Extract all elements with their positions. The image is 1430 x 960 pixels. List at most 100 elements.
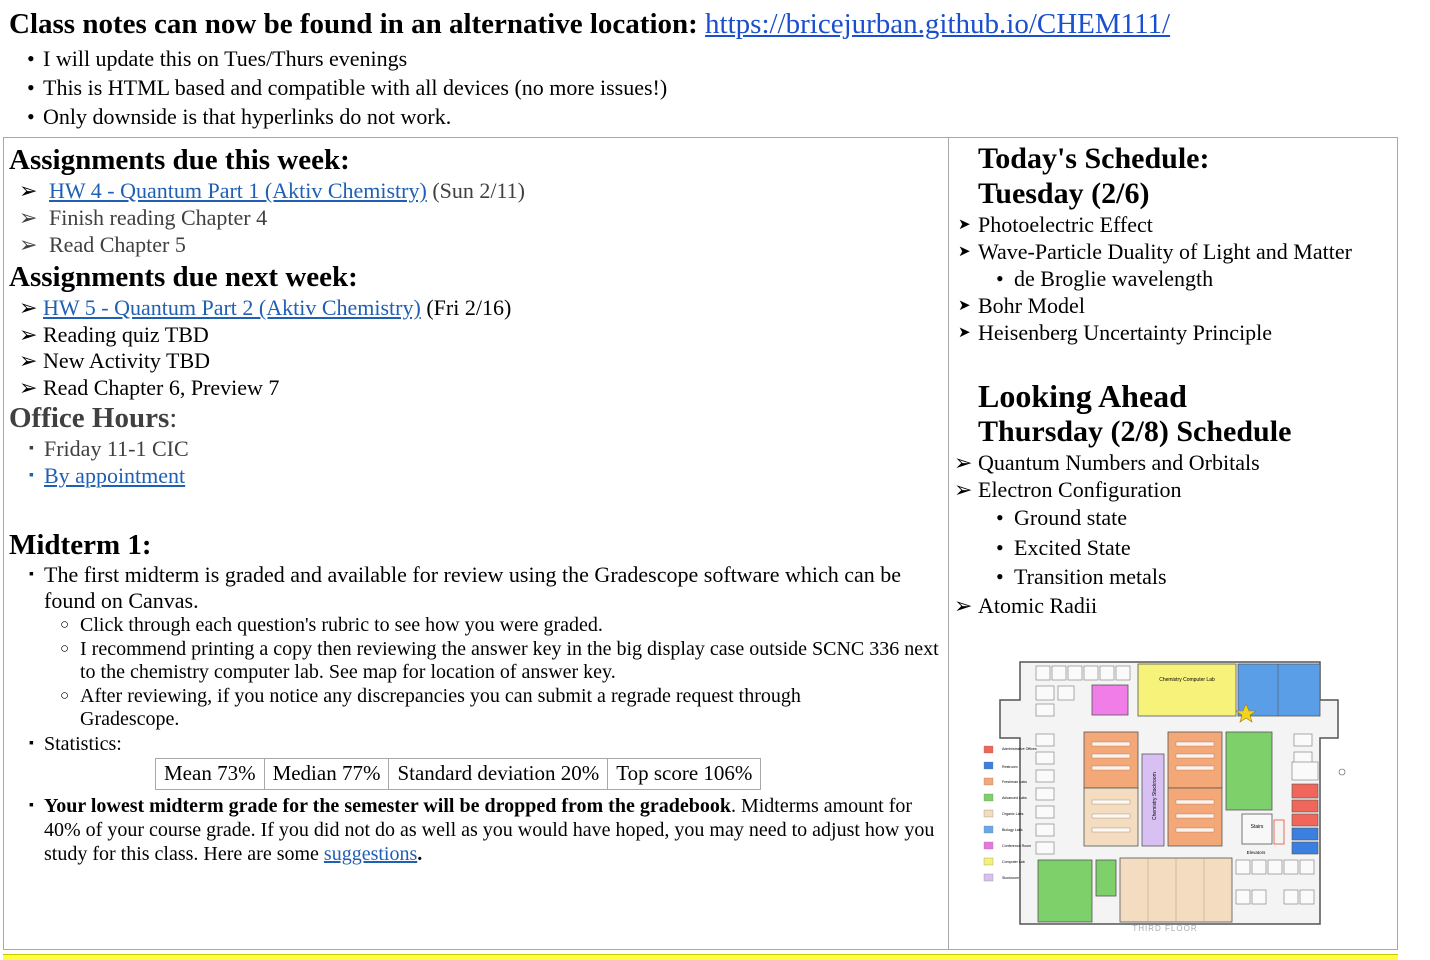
list-item: ➤ Heisenberg Uncertainty Principle (954, 319, 1394, 346)
list-item: ➢ Finish reading Chapter 4 (9, 204, 944, 231)
stockroom (1141, 753, 1165, 847)
arrow-icon: ➢ (954, 477, 973, 502)
arrow-icon: ➤ (958, 298, 971, 314)
item-text: Ground state (1014, 505, 1128, 530)
next-week-heading: Assignments due next week: (9, 261, 358, 293)
list-item: ▪ By appointment (9, 462, 944, 489)
due-date: (Fri 2/16) (426, 295, 512, 320)
legend-label: Stockroom (1002, 876, 1019, 880)
map-legend: Administrative Offices Restroom Freshman… (983, 745, 1037, 882)
this-week-heading: Assignments due this week: (9, 144, 350, 176)
legend-swatch (983, 793, 994, 802)
today-list: ➤ Photoelectric Effect ➤ Wave-Particle Dua… (954, 211, 1394, 346)
legend-swatch (983, 809, 994, 818)
restroom (1291, 827, 1319, 841)
column-divider (948, 137, 949, 950)
freshman-lab (1167, 731, 1223, 789)
drop-end: . (417, 842, 423, 865)
list-item: ➢ Read Chapter 6, Preview 7 (9, 374, 944, 401)
list-item: ➤ Wave-Particle Duality of Light and Matt… (954, 238, 1394, 265)
list-item: ▪ Friday 11-1 CIC (9, 435, 944, 462)
circle-bullet: ○ (60, 617, 70, 633)
list-item: ➢ Read Chapter 5 (9, 231, 944, 258)
class-notes-link[interactable]: https://bricejurban.github.io/CHEM111/ (705, 8, 1171, 40)
list-item: ➢ Quantum Numbers and Orbitals (954, 449, 1394, 476)
advanced-lab (1095, 859, 1117, 897)
item-text: After reviewing, if you notice any discr… (80, 684, 801, 731)
appointment-link[interactable]: By appointment (44, 463, 186, 488)
legend-label: Advanced Labs (1002, 796, 1027, 800)
admin-office (1291, 783, 1319, 799)
legend-swatch (983, 873, 994, 882)
legend-label: Administrative Offices (1002, 747, 1037, 751)
notes-banner: Class notes can now be found in an alter… (9, 4, 1419, 131)
office-hours-colon: : (169, 402, 178, 434)
office-hours-heading: Office Hours: (9, 401, 944, 435)
list-item: ➢ Reading quiz TBD (9, 321, 944, 348)
hw5-link[interactable]: HW 5 - Quantum Part 2 (Aktiv Chemistry) (43, 295, 421, 320)
computer-lab-label: Chemistry Computer Lab (1159, 677, 1215, 683)
drop-policy-bold: Your lowest midterm grade for the semest… (44, 794, 731, 817)
list-item: ○ I recommend printing a copy then review… (44, 638, 940, 685)
circle-bullet: ○ (60, 687, 70, 704)
elevators-label: Elevators (1247, 850, 1267, 855)
legend-label: Conference Room (1002, 844, 1031, 848)
legend-label: Restroom (1002, 765, 1018, 769)
office-hours-list: ▪ Friday 11-1 CIC ▪ By appointment (9, 435, 944, 489)
hw4-link[interactable]: HW 4 - Quantum Part 1 (Aktiv Chemistry) (49, 178, 427, 203)
admin-office (1291, 799, 1319, 813)
list-item: ▪ Your lowest midterm grade for the semes… (9, 794, 944, 866)
list-item: • Transition metals (954, 562, 1394, 592)
stat-mean: Mean 73% (155, 757, 265, 790)
legend-label: Freshman Labs (1002, 780, 1027, 784)
item-text: Read Chapter 5 (49, 232, 186, 257)
item-text: Electron Configuration (978, 477, 1182, 502)
left-column: Assignments due this week: ➢ HW 4 - Quant… (9, 142, 944, 866)
list-item: ➢ Atomic Radii (954, 592, 1394, 619)
ahead-list: ➢ Quantum Numbers and Orbitals ➢ Electron … (954, 449, 1394, 619)
list-item: • Excited State (954, 533, 1394, 563)
content-table (3, 137, 1398, 950)
due-date: (Sun 2/11) (432, 178, 526, 203)
midterm-drop-list: ▪ Your lowest midterm grade for the semes… (9, 794, 944, 866)
item-text: Finish reading Chapter 4 (49, 205, 268, 230)
biology-labs (1237, 663, 1321, 717)
office-hours-title: Office Hours (9, 402, 170, 434)
floor-label: THIRD FLOOR (1132, 924, 1197, 933)
list-item: • de Broglie wavelength (954, 265, 1394, 292)
arrow-icon: ➢ (19, 375, 38, 400)
suggestions-link[interactable]: suggestions (323, 842, 418, 865)
item-text: Excited State (1014, 534, 1131, 560)
arrow-icon: ➢ (19, 322, 38, 347)
legend-swatch (983, 761, 994, 770)
today-heading: Today's Schedule: (978, 142, 1210, 175)
item-text: New Activity TBD (43, 348, 211, 373)
freshman-lab (1083, 731, 1139, 789)
arrow-icon: ➤ (958, 244, 971, 260)
this-week-list: ➢ HW 4 - Quantum Part 1 (Aktiv Chemistry)… (9, 177, 944, 258)
list-item: ➢ HW 5 - Quantum Part 2 (Aktiv Chemistry)… (9, 294, 944, 321)
list-item: • Ground state (954, 503, 1394, 533)
item-text: Photoelectric Effect (978, 212, 1153, 237)
arrow-icon: ➢ (19, 348, 38, 373)
legend-label: Organic Labs (1002, 812, 1024, 816)
item-text: Transition metals (1014, 564, 1167, 589)
stats-table: Mean 73% Median 77% Standard deviation 2… (155, 757, 762, 790)
arrow-icon: ➢ (19, 178, 38, 203)
midterm-list: ▪ The first midterm is graded and availab… (9, 562, 944, 756)
item-text: Reading quiz TBD (43, 322, 209, 347)
item-text: Click through each question's rubric to … (80, 614, 603, 636)
legend-swatch (983, 777, 994, 786)
bullet: • (996, 505, 1004, 530)
conference-room (1091, 684, 1129, 716)
advanced-lab (1225, 731, 1273, 811)
legend-swatch (983, 745, 994, 754)
item-text: Read Chapter 6, Preview 7 (43, 375, 280, 400)
stat-top: Top score 106% (607, 757, 762, 790)
stockroom-label: Chemistry Stockroom (1152, 772, 1158, 820)
arrow-icon: ➢ (954, 450, 973, 475)
item-text: Atomic Radii (978, 592, 1098, 618)
list-item: ➤ Bohr Model (954, 292, 1394, 319)
banner-bullets: I will update this on Tues/Thurs evening… (9, 44, 1419, 131)
item-text: Friday 11-1 CIC (44, 436, 189, 461)
